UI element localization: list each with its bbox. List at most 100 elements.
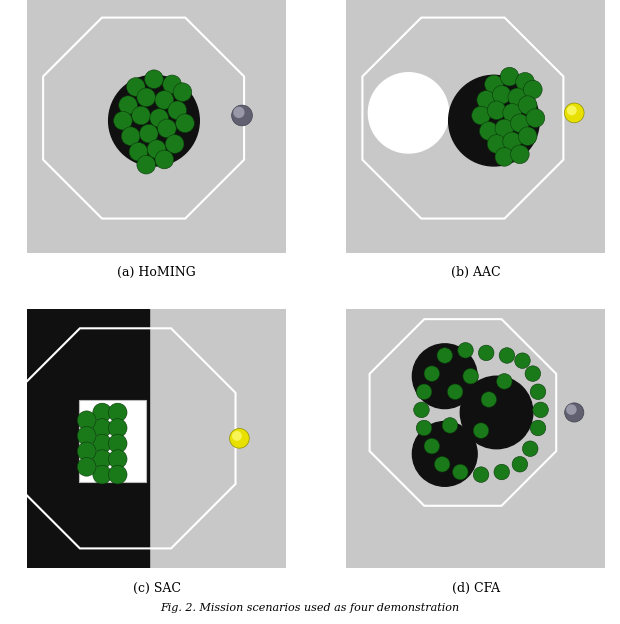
Circle shape xyxy=(526,109,545,127)
Circle shape xyxy=(495,148,513,166)
Circle shape xyxy=(93,450,112,469)
Circle shape xyxy=(113,111,132,130)
Circle shape xyxy=(495,119,513,138)
Bar xyxy=(27,309,149,568)
Circle shape xyxy=(232,431,242,441)
Circle shape xyxy=(485,75,503,94)
Circle shape xyxy=(497,374,512,389)
Circle shape xyxy=(78,426,96,445)
Circle shape xyxy=(137,155,156,174)
Circle shape xyxy=(157,119,176,138)
Circle shape xyxy=(512,457,528,472)
Circle shape xyxy=(463,368,479,384)
Circle shape xyxy=(233,107,245,118)
Circle shape xyxy=(566,404,577,415)
Circle shape xyxy=(412,422,477,486)
Circle shape xyxy=(503,104,521,122)
Circle shape xyxy=(472,106,490,125)
Circle shape xyxy=(499,348,515,363)
Circle shape xyxy=(150,109,169,127)
Circle shape xyxy=(168,101,187,120)
Circle shape xyxy=(567,105,577,115)
Circle shape xyxy=(530,420,546,436)
Text: (c) SAC: (c) SAC xyxy=(133,582,180,595)
Circle shape xyxy=(424,366,440,381)
Circle shape xyxy=(78,411,96,429)
Circle shape xyxy=(518,96,537,114)
Circle shape xyxy=(448,384,463,399)
Circle shape xyxy=(424,438,440,454)
Circle shape xyxy=(508,88,526,107)
Circle shape xyxy=(458,343,473,358)
Bar xyxy=(79,399,146,482)
Circle shape xyxy=(93,434,112,453)
Circle shape xyxy=(147,140,166,158)
Circle shape xyxy=(122,127,140,145)
Circle shape xyxy=(477,90,495,109)
Circle shape xyxy=(503,132,521,150)
Circle shape xyxy=(515,353,530,368)
Polygon shape xyxy=(363,17,564,218)
Circle shape xyxy=(173,83,192,102)
Circle shape xyxy=(166,135,184,154)
Circle shape xyxy=(479,122,498,140)
Circle shape xyxy=(442,417,458,433)
Circle shape xyxy=(144,70,163,89)
Circle shape xyxy=(131,106,150,125)
Circle shape xyxy=(510,114,529,132)
Circle shape xyxy=(564,103,584,123)
Circle shape xyxy=(487,135,506,154)
Circle shape xyxy=(93,466,112,484)
Circle shape xyxy=(473,467,489,482)
Polygon shape xyxy=(370,319,556,506)
Circle shape xyxy=(530,384,546,399)
Circle shape xyxy=(494,464,510,480)
Circle shape xyxy=(155,150,174,169)
Circle shape xyxy=(492,85,511,104)
Circle shape xyxy=(119,96,138,114)
Circle shape xyxy=(525,366,541,381)
Circle shape xyxy=(460,376,533,449)
Circle shape xyxy=(78,457,96,476)
Circle shape xyxy=(473,423,489,438)
Text: (d) CFA: (d) CFA xyxy=(452,582,500,595)
Circle shape xyxy=(175,114,194,132)
Circle shape xyxy=(126,77,145,96)
Circle shape xyxy=(523,441,538,457)
Circle shape xyxy=(108,434,127,453)
Circle shape xyxy=(108,76,199,166)
Circle shape xyxy=(449,76,539,166)
Circle shape xyxy=(518,127,537,145)
Circle shape xyxy=(565,403,584,422)
Circle shape xyxy=(435,457,450,472)
Circle shape xyxy=(137,88,156,107)
Circle shape xyxy=(523,80,542,99)
Text: Fig. 2. Mission scenarios used as four demonstration: Fig. 2. Mission scenarios used as four d… xyxy=(161,603,459,613)
Circle shape xyxy=(414,402,429,417)
Circle shape xyxy=(412,344,477,409)
Text: (a) HᴏMING: (a) HᴏMING xyxy=(117,266,196,280)
Circle shape xyxy=(140,124,158,143)
Circle shape xyxy=(453,464,468,480)
Circle shape xyxy=(416,420,432,436)
Circle shape xyxy=(232,105,252,126)
Circle shape xyxy=(93,403,112,422)
Circle shape xyxy=(155,90,174,109)
Circle shape xyxy=(78,442,96,461)
Circle shape xyxy=(481,392,497,407)
Circle shape xyxy=(416,384,432,399)
Circle shape xyxy=(108,450,127,469)
Text: (b) AAC: (b) AAC xyxy=(451,266,501,280)
Circle shape xyxy=(229,429,249,448)
Circle shape xyxy=(108,419,127,437)
Circle shape xyxy=(108,403,127,422)
Circle shape xyxy=(500,67,519,86)
Circle shape xyxy=(163,75,182,94)
Circle shape xyxy=(93,419,112,437)
Circle shape xyxy=(533,402,548,417)
Circle shape xyxy=(487,101,506,120)
Circle shape xyxy=(437,348,453,363)
Circle shape xyxy=(516,72,534,91)
Circle shape xyxy=(479,345,494,361)
Polygon shape xyxy=(43,17,244,218)
